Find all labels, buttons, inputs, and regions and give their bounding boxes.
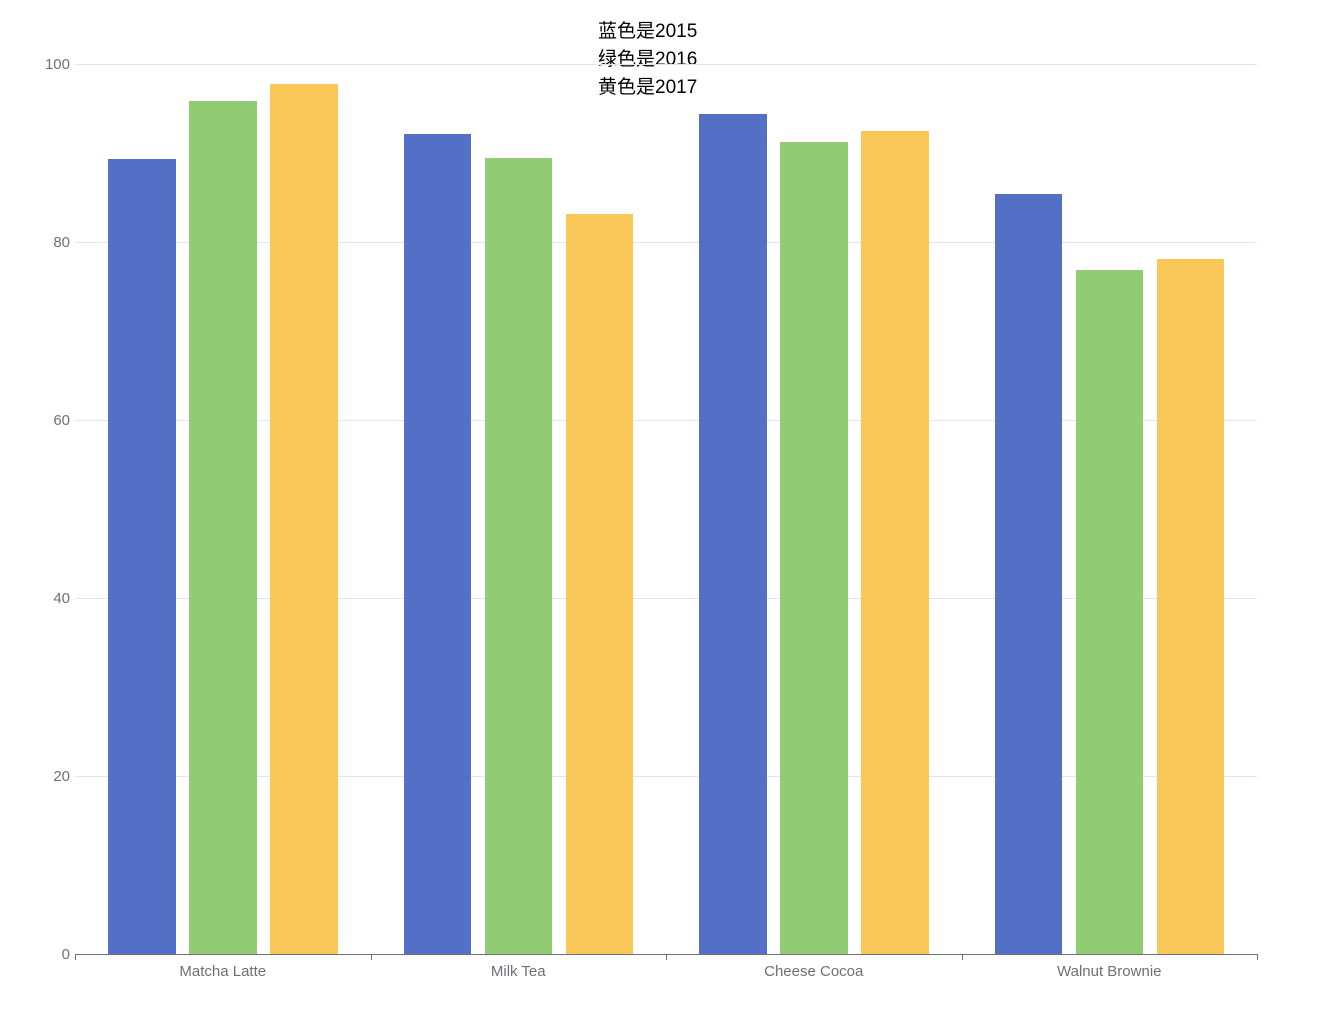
- x-axis-tick: [370, 954, 372, 960]
- x-axis-label-matcha-latte: Matcha Latte: [179, 962, 267, 980]
- bar-2016-matcha-latte[interactable]: [189, 101, 257, 955]
- x-axis-tick: [75, 954, 76, 960]
- grid-line-y-40: [75, 597, 1257, 599]
- x-axis-tick: [1257, 954, 1258, 960]
- bar-2015-cheese-cocoa[interactable]: [699, 113, 767, 955]
- y-axis-tick-label-40: 40: [53, 589, 70, 607]
- y-axis-tick-label-0: 0: [61, 946, 70, 963]
- bar-2016-milk-tea[interactable]: [484, 158, 552, 955]
- bar-2017-milk-tea[interactable]: [565, 214, 633, 955]
- bar-2015-walnut-brownie[interactable]: [994, 194, 1062, 955]
- x-axis-tick: [961, 954, 963, 960]
- bar-2016-cheese-cocoa[interactable]: [780, 142, 848, 955]
- bar-2017-cheese-cocoa[interactable]: [861, 130, 929, 955]
- y-axis-tick-label-20: 20: [53, 767, 70, 785]
- chart-title-line-blue-2015: 蓝色是2015: [598, 21, 698, 42]
- bar-2017-walnut-brownie[interactable]: [1156, 259, 1224, 955]
- y-axis-tick-label-80: 80: [53, 233, 70, 251]
- x-axis-tick: [666, 954, 667, 960]
- grid-line-y-80: [75, 241, 1257, 243]
- grid-line-y-100: [75, 63, 1257, 65]
- y-axis-tick-label-60: 60: [53, 411, 70, 429]
- bar-2015-milk-tea[interactable]: [403, 134, 471, 955]
- chart-title-line-green-2016: 绿色是2016: [598, 49, 698, 70]
- x-axis-label-cheese-cocoa: Cheese Cocoa: [764, 962, 864, 980]
- bar-2015-matcha-latte[interactable]: [108, 159, 176, 955]
- bar-2017-matcha-latte[interactable]: [270, 84, 338, 955]
- chart-title-line-yellow-2017: 黄色是2017: [598, 77, 698, 98]
- x-axis-label-walnut-brownie: Walnut Brownie: [1057, 962, 1162, 980]
- chart-title: 蓝色是2015 绿色是2016 黄色是2017: [598, 18, 697, 102]
- x-axis-label-milk-tea: Milk Tea: [490, 962, 546, 980]
- y-axis-tick-label-100: 100: [44, 55, 70, 73]
- grid-line-y-60: [75, 419, 1257, 421]
- grid-line-y-20: [75, 775, 1257, 777]
- bar-2016-walnut-brownie[interactable]: [1075, 269, 1143, 955]
